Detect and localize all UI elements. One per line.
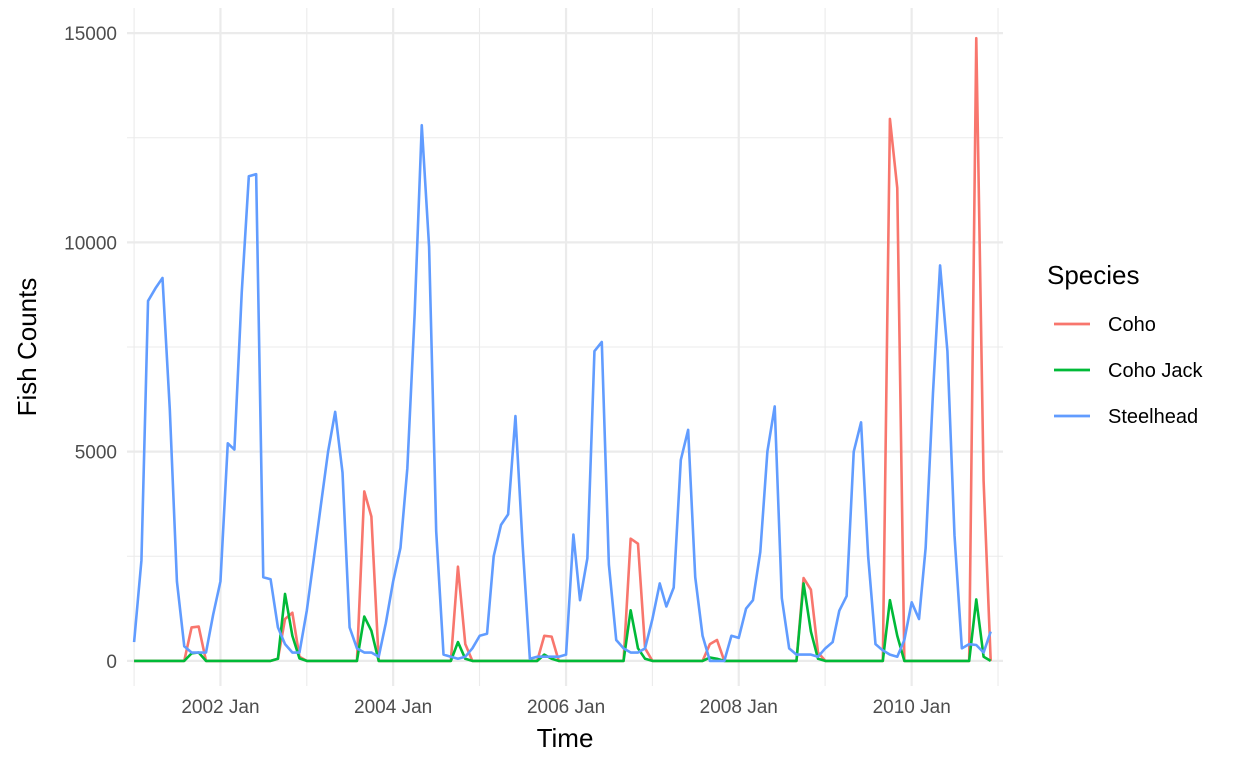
legend-item: Coho Jack bbox=[1054, 360, 1203, 382]
y-tick-label: 5000 bbox=[75, 443, 117, 464]
x-tick-label: 2004 Jan bbox=[354, 697, 432, 718]
legend-label: Steelhead bbox=[1108, 406, 1198, 428]
y-axis-tick-labels: 0 5000 10000 15000 bbox=[64, 24, 117, 673]
x-tick-label: 2002 Jan bbox=[181, 697, 259, 718]
legend-items: Coho Coho Jack Steelhead bbox=[1054, 314, 1203, 428]
x-tick-label: 2006 Jan bbox=[527, 697, 605, 718]
x-tick-label: 2010 Jan bbox=[873, 697, 951, 718]
legend-label: Coho Jack bbox=[1108, 360, 1203, 382]
x-tick-label: 2008 Jan bbox=[700, 697, 778, 718]
legend-item: Coho bbox=[1054, 314, 1156, 336]
x-axis-tick-labels: 2002 Jan 2004 Jan 2006 Jan 2008 Jan 2010 Jan bbox=[181, 697, 950, 718]
series-lines bbox=[132, 36, 992, 663]
legend: Species Coho Coho Jack Steelhead bbox=[1047, 260, 1203, 428]
legend-title: Species bbox=[1047, 260, 1140, 290]
legend-label: Coho bbox=[1108, 314, 1156, 336]
legend-item: Steelhead bbox=[1054, 406, 1198, 428]
y-tick-label: 0 bbox=[106, 652, 117, 673]
series-line-coho-jack bbox=[134, 582, 992, 663]
x-axis-title: Time bbox=[537, 723, 594, 753]
y-axis-title: Fish Counts bbox=[12, 278, 42, 417]
y-tick-label: 10000 bbox=[64, 233, 117, 254]
series-line-steelhead bbox=[132, 123, 992, 663]
y-tick-label: 15000 bbox=[64, 24, 117, 45]
